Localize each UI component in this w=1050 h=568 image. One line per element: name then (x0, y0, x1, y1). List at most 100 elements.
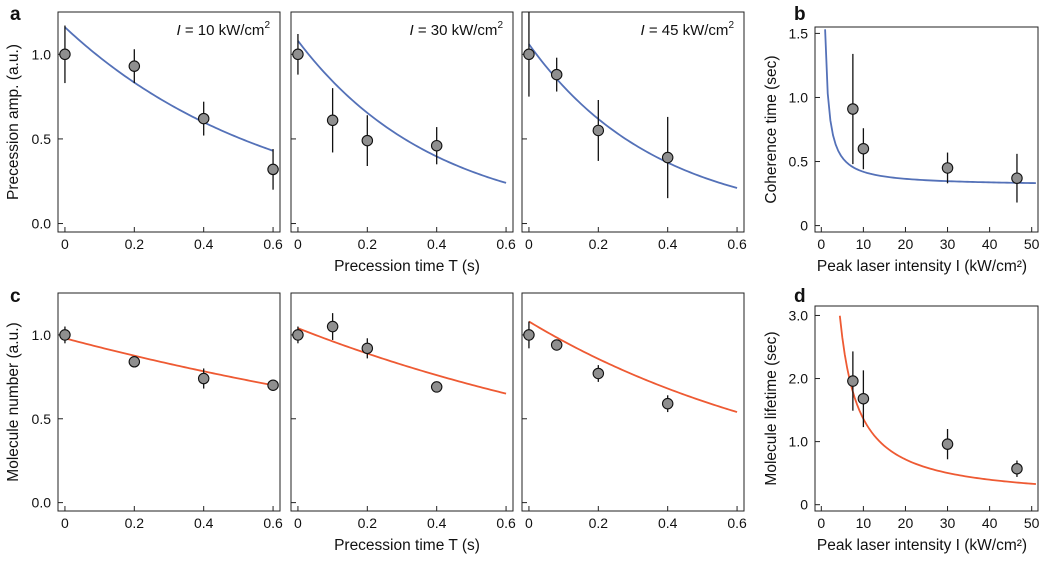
data-point (592, 124, 605, 137)
data-point (361, 342, 374, 355)
fit-curve (528, 43, 738, 189)
x-tick-label: 50 (1024, 515, 1040, 531)
data-point (1011, 462, 1023, 475)
data-point (128, 60, 141, 72)
data-point (941, 438, 954, 450)
x-axis-label: Precession time T (s) (334, 258, 480, 275)
panel-letter-b: b (794, 4, 806, 25)
data-point (847, 375, 859, 387)
panel-d: 0 10 20 30 40 50 0 1.0 2.0 3.0 Molecule lifetime (… (763, 305, 1040, 554)
data-point (661, 397, 674, 410)
x-tick-label: 0.4 (194, 515, 214, 531)
fit-curve (64, 26, 274, 152)
panel-letter-d: d (794, 286, 806, 307)
x-axis-label: Precession time T (s) (334, 537, 480, 554)
x-tick-label: 0.4 (427, 515, 447, 531)
annotation-superscript: 2 (264, 20, 270, 31)
plot-frame (521, 11, 745, 233)
data-point (430, 381, 443, 393)
y-tick-label: 0.5 (789, 154, 809, 170)
x-tick-label: 10 (856, 236, 872, 252)
annotation-superscript: 2 (728, 20, 734, 31)
intensity-annotation: I = 45 kW/cm2 (640, 20, 734, 39)
y-tick-label: 0.0 (32, 495, 52, 511)
panel-c1: 0 0.2 0.4 0.6 0.0 0.5 1.0 Molecule number (a.u.… (5, 292, 283, 531)
fit-curve (297, 40, 507, 184)
panel-letter-c: c (10, 286, 21, 307)
data-point (292, 329, 304, 341)
panel-a2: 0 0.2 0.4 0.6 I = 30 kW/cm2 Precession time T… (290, 11, 516, 275)
x-tick-label: 0.2 (125, 236, 145, 252)
x-tick-label: 0 (294, 515, 302, 531)
fit-curve (297, 327, 507, 395)
x-tick-label: 0.4 (658, 515, 678, 531)
data-point (857, 142, 870, 155)
x-tick-label: 0.2 (589, 515, 609, 531)
y-axis-label: Molecule lifetime (sec) (763, 331, 780, 485)
y-tick-label: 0 (800, 218, 808, 234)
x-tick-label: 0.4 (658, 236, 678, 252)
y-tick-label: 0 (800, 497, 808, 513)
fit-curve (64, 337, 274, 387)
x-tick-label: 0 (817, 515, 825, 531)
y-tick-label: 3.0 (789, 307, 809, 323)
plot-frame (57, 11, 281, 233)
annotation-superscript: 2 (497, 20, 503, 31)
x-tick-label: 0.2 (358, 236, 378, 252)
y-tick-label: 0.5 (32, 411, 52, 427)
annotation-variable: I (640, 22, 644, 39)
plot-frame (290, 292, 514, 512)
data-point (59, 329, 71, 341)
y-tick-label: 1.0 (789, 434, 809, 450)
data-point (857, 392, 870, 405)
y-axis-label: Precession amp. (a.u.) (5, 44, 22, 200)
x-tick-label: 0 (817, 236, 825, 252)
y-axis-label: Molecule number (a.u.) (5, 322, 22, 481)
x-tick-label: 30 (940, 515, 956, 531)
panel-letters: a b c d (10, 4, 806, 307)
x-tick-label: 0.2 (125, 515, 145, 531)
plot-frame (290, 11, 514, 233)
x-tick-label: 0 (61, 515, 69, 531)
x-tick-label: 40 (982, 236, 998, 252)
data-point (326, 320, 339, 333)
fit-curve (824, 29, 1036, 185)
y-axis-label: Coherence time (sec) (763, 55, 780, 203)
x-tick-label: 0.6 (727, 515, 747, 531)
data-point (847, 103, 859, 115)
x-tick-label: 0.6 (263, 236, 283, 252)
x-tick-label: 40 (982, 515, 998, 531)
data-point (197, 112, 210, 125)
data-point (361, 134, 374, 147)
data-point (326, 114, 339, 127)
intensity-annotation: I = 10 kW/cm2 (176, 20, 270, 39)
annotation-value: = 10 kW/cm (181, 22, 265, 39)
y-tick-label: 1.5 (789, 25, 809, 41)
y-tick-label: 1.0 (32, 327, 52, 343)
data-point (430, 139, 443, 152)
panel-letter-a: a (10, 4, 21, 25)
x-tick-label: 50 (1024, 236, 1040, 252)
x-tick-label: 20 (898, 515, 914, 531)
data-point (550, 339, 563, 351)
data-point (128, 356, 141, 368)
data-point (550, 68, 563, 81)
annotation-variable: I (176, 22, 180, 39)
plot-panels: 0 0.2 0.4 0.60.00.51.0I = 10 kW/cm2Precessi… (5, 11, 1040, 554)
data-point (523, 329, 535, 341)
x-tick-label: 0 (294, 236, 302, 252)
x-tick-label: 0 (525, 515, 533, 531)
plot-frame (521, 292, 745, 512)
data-point (661, 151, 674, 164)
x-tick-label: 30 (940, 236, 956, 252)
intensity-annotation: I = 30 kW/cm2 (409, 20, 503, 39)
x-tick-label: 0.2 (589, 236, 609, 252)
data-point (523, 48, 535, 61)
x-tick-label: 0.6 (496, 515, 516, 531)
y-tick-label: 0.5 (32, 131, 52, 147)
y-tick-label: 0.0 (32, 216, 52, 232)
data-point (941, 162, 954, 174)
data-point (267, 163, 279, 176)
y-tick-label: 2.0 (789, 371, 809, 387)
